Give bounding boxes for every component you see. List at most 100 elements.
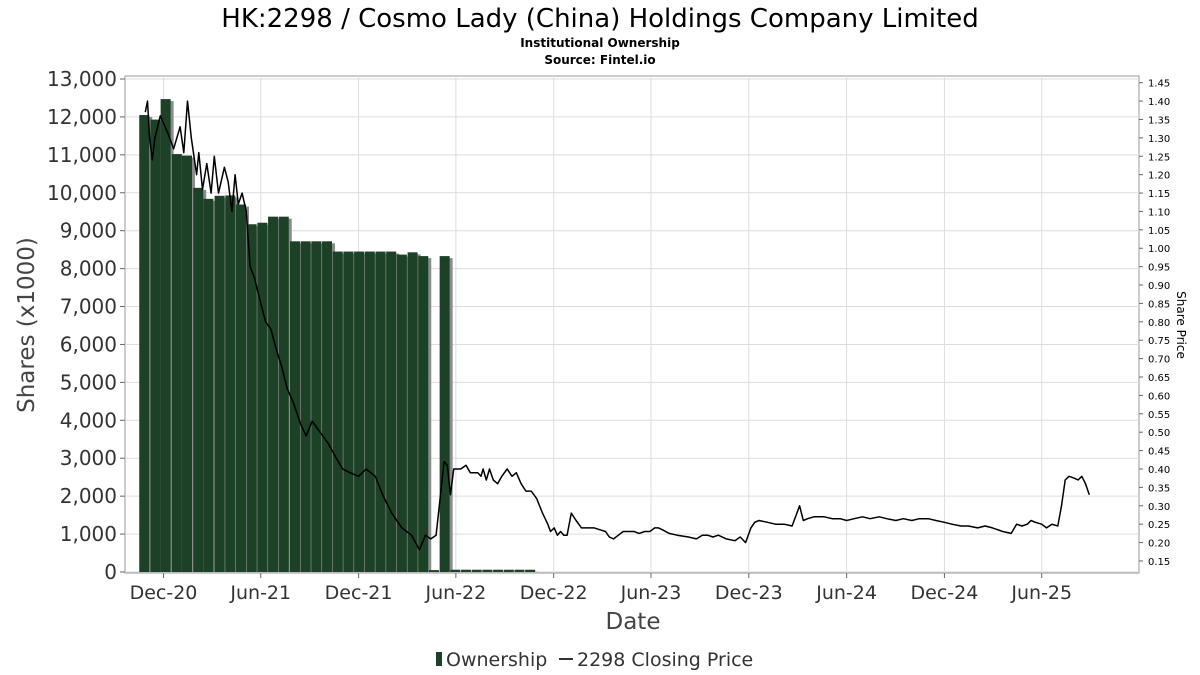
y2-tick-label: 0.70: [1148, 355, 1170, 366]
y2-axis-ticks: 0.15 0.20 0.25 0.30 0.35 0.40 0.45 0.50 0.55 0.60…: [1139, 79, 1170, 568]
x-tick-label: Jun-25: [1010, 582, 1072, 604]
x-axis-label: Date: [606, 609, 661, 635]
ownership-bar: [407, 252, 418, 572]
ownership-bar: [171, 154, 182, 572]
chart-title: HK:2298 / Cosmo Lady (China) Holdings Co…: [221, 4, 978, 34]
ownership-bar: [268, 216, 279, 572]
ownership-bar: [503, 569, 514, 572]
y2-tick-label: 0.30: [1148, 502, 1170, 513]
ownership-bar: [160, 99, 171, 572]
ownership-bar: [225, 195, 236, 573]
ownership-bar: [235, 204, 246, 572]
y2-tick-label: 0.45: [1148, 447, 1170, 458]
y-tick-label: 5,000: [60, 370, 117, 394]
ownership-bar: [300, 241, 311, 572]
y-tick-label: 1,000: [60, 522, 117, 546]
x-tick-label: Jun-23: [620, 582, 682, 604]
y-tick-label: 3,000: [60, 446, 117, 470]
y2-tick-label: 0.15: [1148, 557, 1170, 568]
y2-tick-label: 0.90: [1148, 281, 1170, 292]
ownership-bar: [450, 569, 461, 572]
y2-tick-label: 0.50: [1148, 428, 1170, 439]
y-tick-label: 8,000: [60, 257, 117, 281]
y2-axis-label: Share Price: [1174, 291, 1188, 359]
y2-tick-label: 0.65: [1148, 373, 1170, 384]
x-tick-label: Dec-23: [715, 582, 783, 604]
y2-tick-label: 0.25: [1148, 520, 1170, 531]
y2-tick-label: 1.35: [1148, 115, 1170, 126]
x-tick-label: Dec-20: [130, 582, 198, 604]
y2-tick-label: 1.25: [1148, 152, 1170, 163]
y-tick-label: 2,000: [60, 484, 117, 508]
ownership-bar: [354, 251, 365, 573]
ownership-bar: [439, 256, 450, 572]
y-tick-label: 9,000: [60, 219, 117, 243]
y2-tick-label: 0.40: [1148, 465, 1170, 476]
ownership-bar: [514, 569, 525, 572]
ownership-bar: [364, 251, 375, 573]
chart-subtitle: Institutional Ownership: [520, 36, 680, 50]
ownership-bar: [493, 569, 504, 572]
ownership-bar: [418, 256, 429, 572]
ownership-bar: [396, 254, 407, 572]
ownership-bar: [139, 115, 150, 573]
ownership-bar: [482, 569, 493, 572]
y2-tick-label: 0.95: [1148, 263, 1170, 274]
x-tick-label: Jun-21: [229, 582, 291, 604]
ownership-bar: [428, 570, 439, 572]
y2-tick-label: 1.20: [1148, 171, 1170, 182]
ownership-bar: [278, 216, 289, 572]
y2-tick-label: 1.05: [1148, 226, 1170, 237]
ownership-bar: [257, 222, 268, 572]
y2-tick-label: 1.00: [1148, 244, 1170, 255]
ownership-bar: [311, 241, 322, 572]
ownership-bar: [322, 241, 333, 572]
y-tick-label: 0: [104, 560, 117, 584]
legend: Ownership 2298 Closing Price: [436, 649, 753, 671]
x-tick-label: Jun-24: [815, 582, 877, 604]
y2-tick-label: 0.80: [1148, 318, 1170, 329]
ownership-bar: [386, 251, 397, 573]
y-tick-label: 7,000: [60, 295, 117, 319]
y2-tick-label: 1.30: [1148, 134, 1170, 145]
y-tick-label: 4,000: [60, 408, 117, 432]
y-axis-ticks: 0 1,000 2,000 3,000 4,000 5,000 6,000 7,000 8,00…: [47, 67, 125, 584]
ownership-bars: [139, 99, 539, 573]
x-tick-label: Dec-21: [325, 582, 393, 604]
y-tick-label: 12,000: [47, 105, 117, 129]
y2-tick-label: 0.85: [1148, 299, 1170, 310]
ownership-bar: [461, 569, 472, 572]
ownership-bar: [525, 569, 536, 572]
ownership-bar: [193, 187, 204, 572]
ownership-bar: [246, 224, 257, 572]
x-tick-label: Jun-22: [425, 582, 487, 604]
ownership-bar: [471, 569, 482, 572]
y2-tick-label: 0.20: [1148, 539, 1170, 550]
y2-tick-label: 1.15: [1148, 189, 1170, 200]
y2-tick-label: 0.35: [1148, 483, 1170, 494]
ownership-bar: [203, 198, 214, 573]
y2-tick-label: 1.10: [1148, 207, 1170, 218]
x-tick-label: Dec-22: [520, 582, 588, 604]
ownership-bar: [343, 251, 354, 573]
ownership-bar: [182, 155, 193, 572]
ownership-bar: [214, 195, 225, 572]
y-tick-label: 11,000: [47, 143, 117, 167]
y-tick-label: 10,000: [47, 181, 117, 205]
y-tick-label: 6,000: [60, 332, 117, 356]
legend-price-label: 2298 Closing Price: [577, 649, 753, 671]
y-axis-label: Shares (x1000): [14, 237, 40, 413]
x-tick-label: Dec-24: [911, 582, 979, 604]
legend-ownership-swatch: [436, 652, 442, 666]
legend-ownership-label: Ownership: [446, 649, 547, 671]
y2-tick-label: 1.45: [1148, 79, 1170, 90]
y2-tick-label: 1.40: [1148, 97, 1170, 108]
y2-tick-label: 0.60: [1148, 391, 1170, 402]
y-tick-label: 13,000: [47, 67, 117, 91]
y2-tick-label: 0.55: [1148, 410, 1170, 421]
chart-source: Source: Fintel.io: [544, 53, 655, 67]
y2-tick-label: 0.75: [1148, 336, 1170, 347]
ownership-bar: [375, 251, 386, 573]
x-axis-ticks: Dec-20 Jun-21 Dec-21 Jun-22 Dec-22 Jun-23 Dec-…: [130, 573, 1072, 604]
